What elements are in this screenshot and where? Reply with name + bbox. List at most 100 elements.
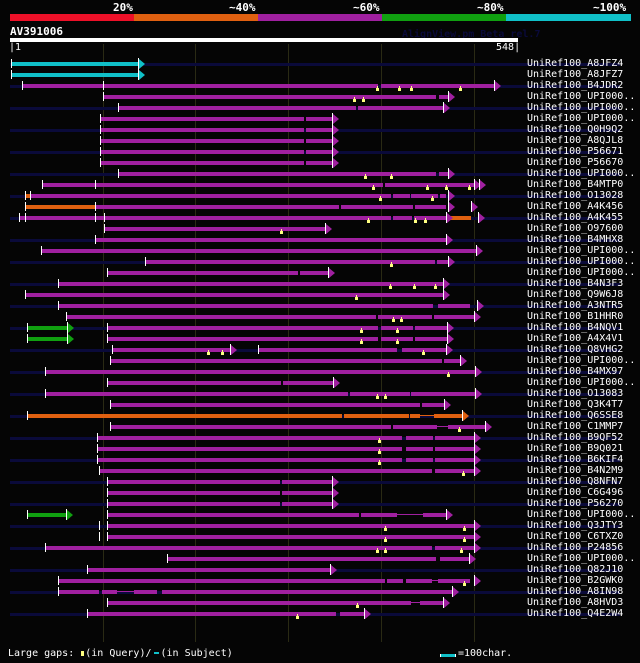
hit-label[interactable]: UniRef100_Q6SSE8 xyxy=(527,410,624,421)
hit-label[interactable]: UniRef100_Q4E2W4 xyxy=(527,608,624,619)
hit-row[interactable]: UniRef100_UPI000.. xyxy=(0,168,640,180)
hit-row[interactable]: UniRef100_UPI000.. xyxy=(0,509,640,521)
hit-row[interactable]: UniRef100_UPI000.. xyxy=(0,113,640,125)
hit-row[interactable]: UniRef100_B9QF52 xyxy=(0,432,640,444)
hit-label[interactable]: UniRef100_Q3JTY3 xyxy=(527,520,624,531)
hit-label[interactable]: UniRef100_A4X4V1 xyxy=(527,333,624,344)
hit-label[interactable]: UniRef100_B4N3F3 xyxy=(527,278,624,289)
hit-row[interactable]: UniRef100_Q82J10 xyxy=(0,564,640,576)
hit-row[interactable]: UniRef100_UPI000.. xyxy=(0,102,640,114)
hit-row[interactable]: UniRef100_P56270 xyxy=(0,498,640,510)
hit-row[interactable]: UniRef100_Q3JTY3 xyxy=(0,520,640,532)
hit-label[interactable]: UniRef100_A8IN98 xyxy=(527,586,624,597)
hit-row[interactable]: UniRef100_C6TXZ0 xyxy=(0,531,640,543)
hit-row[interactable]: UniRef100_UPI000.. xyxy=(0,245,640,257)
hit-row[interactable]: UniRef100_UPI000.. xyxy=(0,355,640,367)
hit-label[interactable]: UniRef100_A8JFZ4 xyxy=(527,58,624,69)
hit-row[interactable]: UniRef100_Q0H9Q2 xyxy=(0,124,640,136)
hit-label[interactable]: UniRef100_UPI000.. xyxy=(527,553,636,564)
hit-row[interactable]: UniRef100_Q3K4T7 xyxy=(0,399,640,411)
hit-label[interactable]: UniRef100_B2GWK0 xyxy=(527,575,624,586)
hit-label[interactable]: UniRef100_UPI000.. xyxy=(527,256,636,267)
hit-row[interactable]: UniRef100_A8JFZ7 xyxy=(0,69,640,81)
hit-label[interactable]: UniRef100_UPI000.. xyxy=(527,509,636,520)
hit-label[interactable]: UniRef100_O97600 xyxy=(527,223,624,234)
hit-row[interactable]: UniRef100_B4N2M9 xyxy=(0,465,640,477)
hit-label[interactable]: UniRef100_B4MHX8 xyxy=(527,234,624,245)
hit-row[interactable]: UniRef100_P56670 xyxy=(0,157,640,169)
hit-label[interactable]: UniRef100_B1HHR0 xyxy=(527,311,624,322)
hit-label[interactable]: UniRef100_B4MX97 xyxy=(527,366,624,377)
hit-row[interactable]: UniRef100_C6G496 xyxy=(0,487,640,499)
hit-row[interactable]: UniRef100_B2GWK0 xyxy=(0,575,640,587)
hit-label[interactable]: UniRef100_Q8VHG2 xyxy=(527,344,624,355)
hit-label[interactable]: UniRef100_Q3K4T7 xyxy=(527,399,624,410)
hit-label[interactable]: UniRef100_B9QF52 xyxy=(527,432,624,443)
hit-row[interactable]: UniRef100_B4MHX8 xyxy=(0,234,640,246)
hit-label[interactable]: UniRef100_B4JDR2 xyxy=(527,80,624,91)
hit-row[interactable]: UniRef100_Q6SSE8 xyxy=(0,410,640,422)
hit-label[interactable]: UniRef100_C6G496 xyxy=(527,487,624,498)
hit-row[interactable]: UniRef100_Q4E2W4 xyxy=(0,608,640,620)
hit-row[interactable]: UniRef100_O13028 xyxy=(0,190,640,202)
hit-label[interactable]: UniRef100_C6TXZ0 xyxy=(527,531,624,542)
hit-label[interactable]: UniRef100_B9Q021 xyxy=(527,443,624,454)
hit-label[interactable]: UniRef100_A3NTR5 xyxy=(527,300,624,311)
hit-label[interactable]: UniRef100_B4MTP0 xyxy=(527,179,624,190)
hit-row[interactable]: UniRef100_A3NTR5 xyxy=(0,300,640,312)
hit-label[interactable]: UniRef100_A4K455 xyxy=(527,212,624,223)
hit-row[interactable]: UniRef100_Q8NFN7 xyxy=(0,476,640,488)
hit-label[interactable]: UniRef100_UPI000.. xyxy=(527,113,636,124)
hit-label[interactable]: UniRef100_A8JFZ7 xyxy=(527,69,624,80)
hit-row[interactable]: UniRef100_A4K455 xyxy=(0,212,640,224)
hit-row[interactable]: UniRef100_A8IN98 xyxy=(0,586,640,598)
hit-row[interactable]: UniRef100_UPI000.. xyxy=(0,377,640,389)
hit-row[interactable]: UniRef100_B1HHR0 xyxy=(0,311,640,323)
hit-label[interactable]: UniRef100_O13028 xyxy=(527,190,624,201)
hit-row[interactable]: UniRef100_P24856 xyxy=(0,542,640,554)
hit-label[interactable]: UniRef100_B4NQV1 xyxy=(527,322,624,333)
hit-row[interactable]: UniRef100_A4K456 xyxy=(0,201,640,213)
hit-label[interactable]: UniRef100_O13083 xyxy=(527,388,624,399)
hit-label[interactable]: UniRef100_UPI000.. xyxy=(527,355,636,366)
hit-label[interactable]: UniRef100_B4N2M9 xyxy=(527,465,624,476)
hit-row[interactable]: UniRef100_A8QJL8 xyxy=(0,135,640,147)
hit-label[interactable]: UniRef100_A8QJL8 xyxy=(527,135,624,146)
hit-row[interactable]: UniRef100_UPI000.. xyxy=(0,91,640,103)
hit-row[interactable]: UniRef100_Q8VHG2 xyxy=(0,344,640,356)
hit-row[interactable]: UniRef100_Q9W6J8 xyxy=(0,289,640,301)
hit-label[interactable]: UniRef100_UPI000.. xyxy=(527,102,636,113)
hit-label[interactable]: UniRef100_Q0H9Q2 xyxy=(527,124,624,135)
hit-label[interactable]: UniRef100_P56270 xyxy=(527,498,624,509)
hit-label[interactable]: UniRef100_UPI000.. xyxy=(527,245,636,256)
hit-row[interactable]: UniRef100_UPI000.. xyxy=(0,267,640,279)
hit-label[interactable]: UniRef100_A8HVD3 xyxy=(527,597,624,608)
hit-row[interactable]: UniRef100_UPI000.. xyxy=(0,553,640,565)
hit-label[interactable]: UniRef100_UPI000.. xyxy=(527,91,636,102)
hit-row[interactable]: UniRef100_O13083 xyxy=(0,388,640,400)
hit-row[interactable]: UniRef100_A8HVD3 xyxy=(0,597,640,609)
hit-label[interactable]: UniRef100_P24856 xyxy=(527,542,624,553)
hit-row[interactable]: UniRef100_B9Q021 xyxy=(0,443,640,455)
hit-row[interactable]: UniRef100_UPI000.. xyxy=(0,256,640,268)
hit-row[interactable]: UniRef100_B6KIF4 xyxy=(0,454,640,466)
hit-row[interactable]: UniRef100_A4X4V1 xyxy=(0,333,640,345)
hit-label[interactable]: UniRef100_Q8NFN7 xyxy=(527,476,624,487)
hit-label[interactable]: UniRef100_UPI000.. xyxy=(527,377,636,388)
hit-row[interactable]: UniRef100_C1MMP7 xyxy=(0,421,640,433)
hit-label[interactable]: UniRef100_Q82J10 xyxy=(527,564,624,575)
hit-row[interactable]: UniRef100_B4MTP0 xyxy=(0,179,640,191)
hit-row[interactable]: UniRef100_O97600 xyxy=(0,223,640,235)
hit-label[interactable]: UniRef100_C1MMP7 xyxy=(527,421,624,432)
hit-label[interactable]: UniRef100_B6KIF4 xyxy=(527,454,624,465)
hit-row[interactable]: UniRef100_B4NQV1 xyxy=(0,322,640,334)
hit-label[interactable]: UniRef100_P56670 xyxy=(527,157,624,168)
hit-row[interactable]: UniRef100_A8JFZ4 xyxy=(0,58,640,70)
hit-row[interactable]: UniRef100_B4MX97 xyxy=(0,366,640,378)
hit-label[interactable]: UniRef100_UPI000.. xyxy=(527,267,636,278)
hit-label[interactable]: UniRef100_Q9W6J8 xyxy=(527,289,624,300)
hit-label[interactable]: UniRef100_UPI000.. xyxy=(527,168,636,179)
hit-label[interactable]: UniRef100_A4K456 xyxy=(527,201,624,212)
hit-row[interactable]: UniRef100_P56671 xyxy=(0,146,640,158)
hit-row[interactable]: UniRef100_B4N3F3 xyxy=(0,278,640,290)
